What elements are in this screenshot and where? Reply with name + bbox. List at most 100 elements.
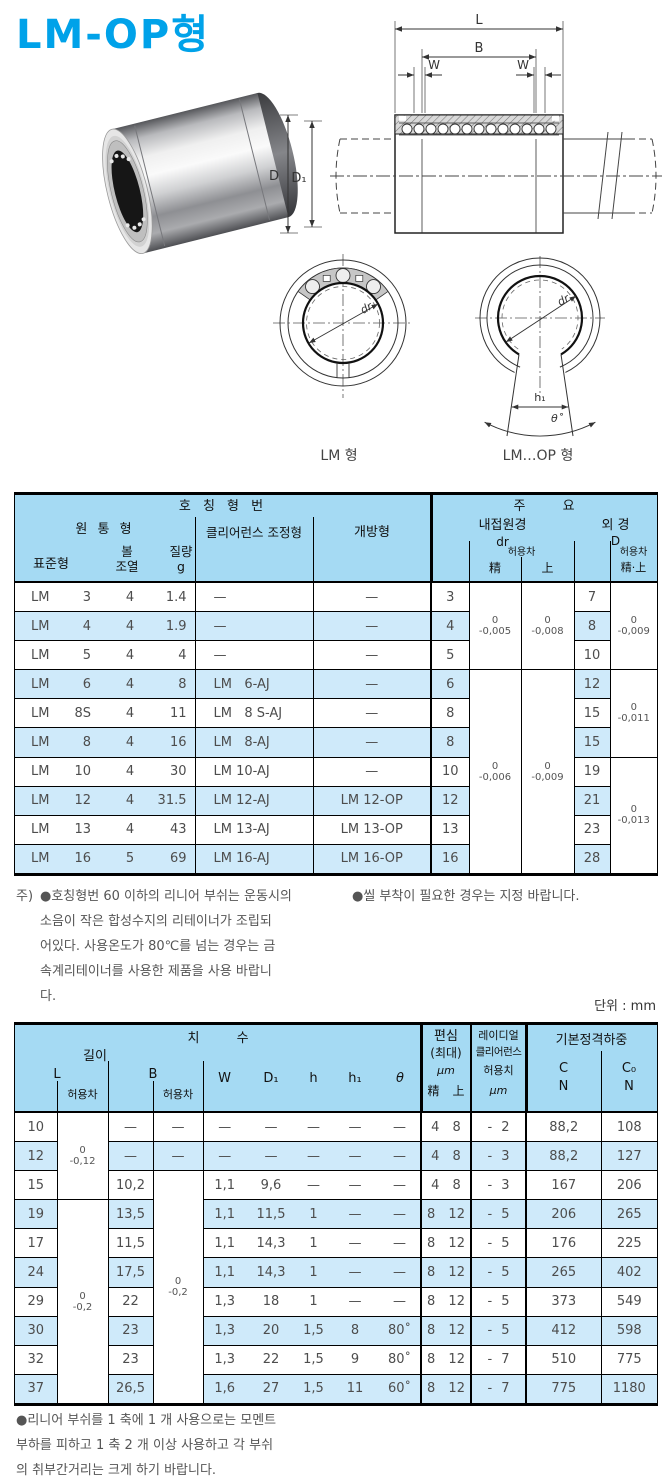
cell-theta: 80˚ xyxy=(379,1315,422,1346)
cell-mass: 4 xyxy=(155,640,196,670)
cell-B: 26,5 xyxy=(108,1373,154,1403)
table-row: LM 4 4 1.9 — — 4 8 xyxy=(15,611,657,641)
cell-D-tol: 0 -0,013 xyxy=(610,756,657,873)
cell-dr: 8 xyxy=(431,698,470,728)
header-B-tol: 허용차 xyxy=(162,1088,194,1101)
cell-dr-tol-p: 0 -0,006 xyxy=(469,669,522,873)
table-row: LM 5 4 4 — — 5 10 xyxy=(15,640,657,670)
header-W: W xyxy=(218,1071,231,1086)
header-L-tol: 허용차 xyxy=(67,1088,98,1101)
header-divider xyxy=(601,1051,602,1111)
cell-open-model: LM 13-OP xyxy=(313,814,432,845)
cell-eccentricity: 8 12 xyxy=(421,1315,472,1346)
cell-dr: 4 xyxy=(431,611,470,641)
cell-balls: 4 xyxy=(105,756,155,787)
header-C-N: N xyxy=(558,1079,569,1094)
cell-C: 412 xyxy=(526,1315,602,1346)
cell-L: 24 xyxy=(15,1257,58,1288)
model-number-table: 호 칭 형 번 주 요 원 통 형 클리어런스 조정형 개방형 내접원경 dr … xyxy=(14,492,658,876)
cell-radial-clearance: - 2 xyxy=(471,1113,527,1142)
header-ecc-grade-p: 精 xyxy=(427,1084,440,1098)
cell-adj-model: — xyxy=(195,640,314,670)
cell-W: 1,3 xyxy=(203,1315,246,1346)
cell-D1: — xyxy=(264,1119,278,1135)
cell-eccentricity: 8 12 xyxy=(421,1344,472,1375)
header-divider xyxy=(195,517,196,581)
header-divider xyxy=(203,1061,204,1111)
cell-h: 1 xyxy=(296,1228,331,1258)
page-title: LM-OP형 xyxy=(16,12,211,58)
cell-B-tol: — xyxy=(153,1141,204,1171)
cell-dr: 10 xyxy=(431,756,470,787)
cell-C: 176 xyxy=(526,1228,602,1258)
cell-mass: 31.5 xyxy=(155,785,196,816)
header-divider xyxy=(574,541,575,581)
header-divider xyxy=(313,517,314,581)
cell-C: 206 xyxy=(526,1199,602,1229)
cell-h: — xyxy=(296,1141,331,1171)
header-grade-u: 上 xyxy=(541,561,554,575)
header-ecc-max: (최대) xyxy=(430,1046,462,1060)
table-row: 17 11,5 1,1 14,3 1 — — 8 12 - 5 176 225 xyxy=(15,1228,657,1258)
header-ecc-grade-u: 上 xyxy=(452,1084,465,1098)
cell-model: LM 16 xyxy=(15,843,105,873)
cell-D: 15 xyxy=(574,698,611,728)
cell-open-model: — xyxy=(313,727,432,758)
cell-B-tol: — xyxy=(153,1113,204,1142)
cell-L-tol: 0 -0,12 xyxy=(57,1113,109,1200)
header-divider xyxy=(610,541,611,581)
cell-balls: 4 xyxy=(105,727,155,758)
cell-open-model: — xyxy=(313,640,432,670)
header-divider xyxy=(521,557,522,581)
header-ecc: 편심 xyxy=(434,1029,458,1044)
cell-balls: 4 xyxy=(105,611,155,641)
table-row: LM 13 4 43 LM 13-AJ LM 13-OP 13 23 xyxy=(15,814,657,845)
cell-open-model: — xyxy=(313,669,432,699)
header-dr-symbol: dr xyxy=(496,535,509,549)
cell-theta: — xyxy=(379,1257,422,1288)
cell-open-model: LM 12-OP xyxy=(313,785,432,816)
header-ecc-um: μm xyxy=(437,1064,455,1077)
table-row: 10 0 -0,12 — — — — — — — 4 8 - 2 88,2 10… xyxy=(15,1113,657,1200)
cell-h1: — xyxy=(331,1257,379,1288)
cell-radial-clearance: - 5 xyxy=(471,1257,527,1288)
note-left: ●호칭형번 60 이하의 리니어 부쉬는 운동시의 소음이 작은 합성수지의 리… xyxy=(40,889,292,1004)
cell-adj-model: — xyxy=(195,611,314,641)
unit-label: 단위 : mm xyxy=(594,999,656,1014)
header-dimensions: 치 수 xyxy=(187,1031,249,1046)
cell-radial-clearance: - 3 xyxy=(471,1170,527,1200)
table-row: LM 8 4 16 LM 8-AJ — 8 15 xyxy=(15,727,657,758)
cell-theta: — xyxy=(379,1113,422,1142)
cell-D: 23 xyxy=(574,814,611,845)
photo-cylinder xyxy=(102,92,298,255)
cell-balls: 5 xyxy=(105,843,155,873)
cell-h1: 9 xyxy=(331,1344,379,1375)
cell-B: 23 xyxy=(108,1344,154,1375)
cell-h1: — xyxy=(331,1286,379,1317)
lm-op-view: h₁ θ˚ dr LM…OP 형 xyxy=(475,256,605,464)
cell-mass: 8 xyxy=(155,669,196,699)
cell-balls: 4 xyxy=(105,640,155,670)
cell-h1: — xyxy=(331,1141,379,1171)
cell-W: — xyxy=(203,1141,246,1171)
header-radial2: 클리어런스 xyxy=(475,1046,522,1058)
cell-model: LM 5 xyxy=(15,640,105,670)
cell-D: 7 xyxy=(574,583,611,612)
cell-D: 10 xyxy=(574,640,611,670)
table-row: LM 12 4 31.5 LM 12-AJ LM 12-OP 12 21 xyxy=(15,785,657,816)
header-D-tolerance: 허용차 xyxy=(619,547,648,558)
header-D1: D₁ xyxy=(263,1071,279,1086)
cell-C0: 775 xyxy=(601,1344,657,1375)
cell-L: 10 xyxy=(15,1113,58,1142)
lm-view: dr LM 형 xyxy=(273,254,413,464)
table-row: 15 10,2 0 -0,2 1,1 9,6 — — — 4 8 - 3 167… xyxy=(15,1170,657,1403)
header-divider xyxy=(469,541,470,581)
cell-eccentricity: 4 8 xyxy=(421,1141,472,1171)
cell-balls: 4 xyxy=(105,785,155,816)
header-divider xyxy=(420,1025,423,1111)
cell-mass: 69 xyxy=(155,843,196,873)
cell-mass: 43 xyxy=(155,814,196,845)
cell-W: 1,1 xyxy=(203,1228,246,1258)
cell-h: 1,5 xyxy=(296,1373,331,1403)
